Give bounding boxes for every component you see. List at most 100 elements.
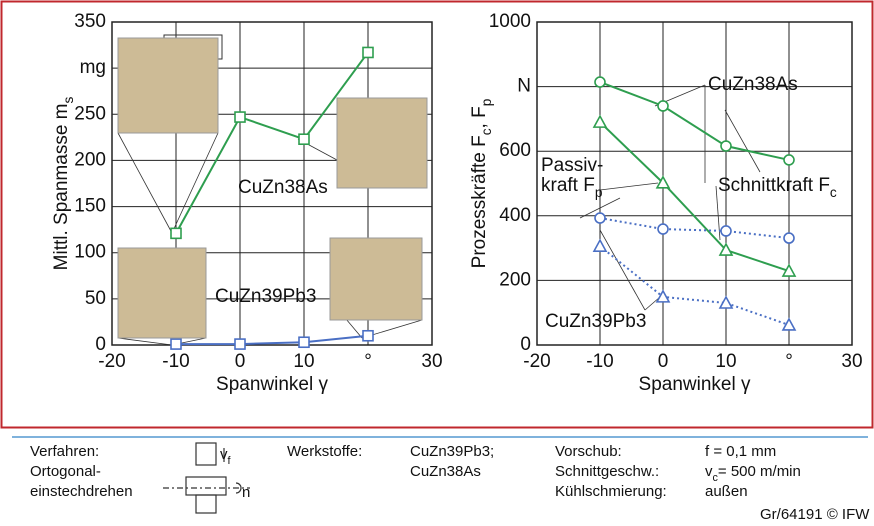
x-axis-label: Spanwinkel γ	[639, 374, 751, 395]
photo	[337, 98, 427, 188]
y-tick-label: 150	[74, 196, 106, 217]
y-tick-label: 200	[74, 149, 106, 170]
marker	[299, 134, 309, 144]
marker	[235, 339, 245, 349]
annotation-part: Passiv-	[541, 155, 603, 176]
annotation-part: Schnittkraft F	[718, 175, 830, 196]
marker	[171, 339, 181, 349]
annotation-part: kraft F	[541, 175, 595, 196]
x-tick-label: -20	[523, 351, 550, 372]
marker	[595, 213, 605, 223]
footer-text-part: Ortogonal-	[30, 463, 101, 480]
tool-sketch	[163, 443, 250, 513]
marker	[658, 224, 668, 234]
footer-text-part: f = 0,1 mm	[705, 443, 776, 460]
photo	[330, 238, 422, 320]
footer-text: Schnittgeschw.:	[555, 463, 659, 480]
footer-text-part: einstechdrehen	[30, 483, 133, 500]
annotation: CuZn39Pb3	[545, 311, 646, 332]
footer-text-part: Vorschub:	[555, 443, 622, 460]
annotation: CuZn38As	[708, 74, 798, 95]
footer-text-part: CuZn39Pb3;	[410, 443, 494, 460]
footer-text: f = 0,1 mm	[705, 443, 776, 460]
footer-text: Kühlschmierung:	[555, 483, 667, 500]
footer-text: vf	[220, 446, 232, 467]
x-tick-label: 30	[841, 351, 862, 372]
annotation-part: c	[830, 185, 837, 200]
y-axis-label-part: s	[61, 97, 76, 104]
footer-text: CuZn38As	[410, 463, 481, 480]
annotation-part: CuZn38As	[708, 74, 798, 95]
footer-text: einstechdrehen	[30, 483, 133, 500]
footer-text: n	[242, 484, 250, 501]
footer-text-part: Werkstoffe:	[287, 443, 362, 460]
footer-text: Vorschub:	[555, 443, 622, 460]
y-axis-label-part: Mittl. Spanmasse m	[51, 104, 72, 271]
y-tick-label: 200	[499, 269, 531, 290]
footer-text-part: n	[242, 484, 250, 501]
x-tick-label: 0	[658, 351, 669, 372]
footer-text-part: Verfahren:	[30, 443, 99, 460]
y-tick-label: 250	[74, 103, 106, 124]
y-tick-label: 400	[499, 205, 531, 226]
marker	[235, 112, 245, 122]
y-axis-label-part: Prozesskräfte F	[469, 135, 490, 268]
footer-text: außen	[705, 483, 748, 500]
marker	[784, 233, 794, 243]
annotation-part: CuZn39Pb3	[215, 286, 316, 307]
x-tick-label: 10	[293, 351, 314, 372]
footer-text: Werkstoffe:	[287, 443, 362, 460]
y-tick-label: 100	[74, 242, 106, 263]
footer-text-part: Schnittgeschw.:	[555, 463, 659, 480]
marker	[658, 101, 668, 111]
x-tick-label: -10	[586, 351, 613, 372]
marker	[721, 226, 731, 236]
annotation-part: CuZn38As	[238, 177, 328, 198]
footer-text-part: Gr/64191 © IFW	[760, 506, 870, 523]
footer-text: CuZn39Pb3;	[410, 443, 494, 460]
footer-text-part: außen	[705, 483, 748, 500]
y-tick-label: 350	[74, 11, 106, 32]
y-tick-label: 1000	[489, 11, 531, 32]
figure: 0 50 100 150 200 250 mg 350 -20 -10 0 10 ° 30 Spanwink…	[0, 0, 874, 526]
footer-text-part: = 500 m/min	[718, 463, 801, 480]
footer-text: Gr/64191 © IFW	[760, 506, 870, 523]
y-axis-label-part: , F	[469, 106, 490, 128]
marker	[363, 47, 373, 57]
x-tick-label: 10	[715, 351, 736, 372]
marker	[171, 228, 181, 238]
y-tick-label: N	[517, 76, 531, 97]
footer-text: Verfahren:	[30, 443, 99, 460]
footer-text-part: f	[228, 455, 232, 467]
footer-text: vc= 500 m/min	[705, 463, 801, 484]
y-tick-label: 600	[499, 140, 531, 161]
footer-text-part: CuZn38As	[410, 463, 481, 480]
footer-text: Ortogonal-	[30, 463, 101, 480]
x-tick-label: 0	[235, 351, 246, 372]
annotation: CuZn38As	[238, 177, 328, 198]
annotation-part: p	[595, 185, 603, 200]
marker	[363, 331, 373, 341]
marker	[721, 141, 731, 151]
x-tick-label: °	[364, 351, 372, 372]
photo	[118, 38, 218, 133]
x-tick-label: -20	[98, 351, 125, 372]
photo	[118, 248, 206, 338]
y-tick-label: mg	[80, 57, 106, 78]
x-tick-label: -10	[162, 351, 189, 372]
marker	[784, 155, 794, 165]
y-axis-label-part: p	[479, 98, 494, 106]
x-tick-label: 30	[421, 351, 442, 372]
annotation: Passiv-	[541, 155, 603, 176]
marker	[595, 77, 605, 87]
left-chart: 050100150200250mg350-20-10010°30Spanwink…	[51, 11, 443, 395]
marker	[299, 337, 309, 347]
x-tick-label: °	[785, 351, 793, 372]
y-axis-label: Mittl. Spanmasse ms	[51, 97, 76, 271]
footer-text-part: Kühlschmierung:	[555, 483, 667, 500]
y-tick-label: 50	[85, 288, 106, 309]
x-axis-label: Spanwinkel γ	[216, 374, 328, 395]
annotation-part: CuZn39Pb3	[545, 311, 646, 332]
annotation: CuZn39Pb3	[215, 286, 316, 307]
